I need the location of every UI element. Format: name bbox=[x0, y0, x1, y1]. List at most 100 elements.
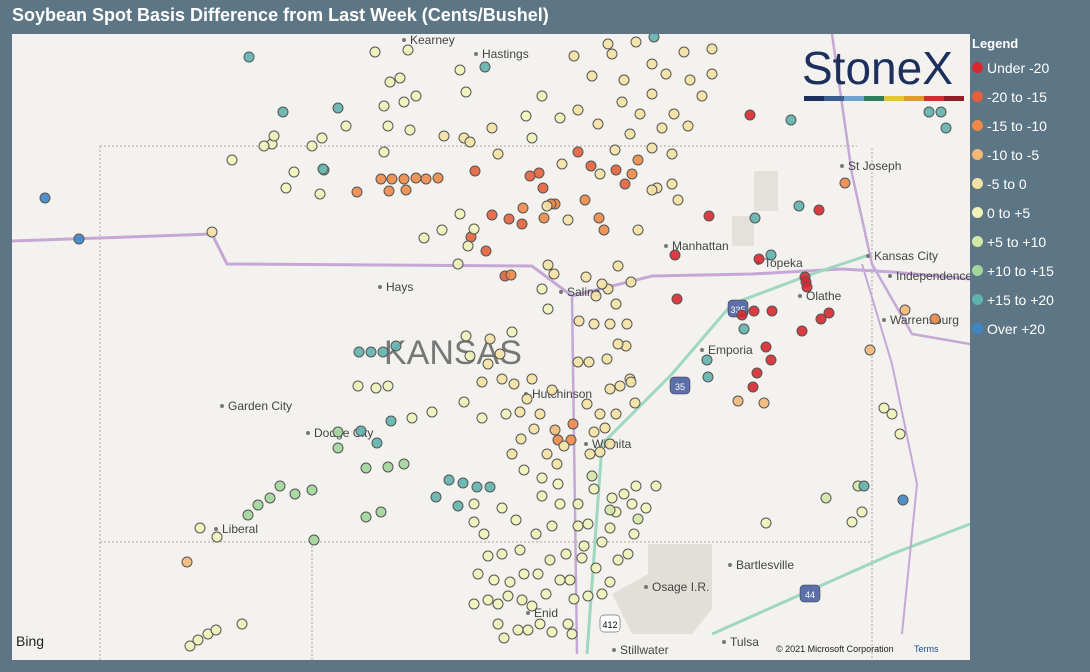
location-marker bbox=[277, 106, 289, 118]
legend-label: -5 to 0 bbox=[987, 175, 1027, 192]
location-marker bbox=[236, 618, 248, 630]
legend-label: +5 to +10 bbox=[987, 233, 1047, 250]
location-marker bbox=[629, 397, 641, 409]
legend-item[interactable]: +15 to +20 bbox=[972, 285, 1054, 314]
location-marker bbox=[369, 46, 381, 58]
location-marker bbox=[512, 624, 524, 636]
location-marker bbox=[566, 628, 578, 640]
location-marker bbox=[703, 210, 715, 222]
location-marker bbox=[864, 344, 876, 356]
location-marker bbox=[706, 68, 718, 80]
location-marker bbox=[478, 528, 490, 540]
location-marker bbox=[793, 200, 805, 212]
location-marker bbox=[579, 194, 591, 206]
legend-item[interactable]: 0 to +5 bbox=[972, 198, 1054, 227]
location-marker bbox=[308, 534, 320, 546]
location-marker bbox=[751, 367, 763, 379]
location-marker bbox=[666, 178, 678, 190]
location-marker bbox=[668, 108, 680, 120]
location-marker bbox=[454, 208, 466, 220]
location-marker bbox=[332, 102, 344, 114]
legend-item[interactable]: -20 to -15 bbox=[972, 82, 1054, 111]
location-marker bbox=[289, 488, 301, 500]
location-marker bbox=[706, 43, 718, 55]
location-marker bbox=[596, 278, 608, 290]
location-marker bbox=[586, 70, 598, 82]
place-marker bbox=[474, 52, 478, 56]
location-marker bbox=[846, 516, 858, 528]
location-marker bbox=[572, 498, 584, 510]
logo-bar bbox=[944, 96, 964, 101]
location-marker bbox=[472, 568, 484, 580]
location-marker bbox=[514, 406, 526, 418]
legend-item[interactable]: -5 to 0 bbox=[972, 169, 1054, 198]
location-marker bbox=[923, 106, 935, 118]
place-marker bbox=[722, 640, 726, 644]
location-marker bbox=[418, 232, 430, 244]
shield-label: 44 bbox=[805, 590, 815, 600]
legend-item[interactable]: Over +20 bbox=[972, 314, 1054, 343]
location-marker bbox=[594, 446, 606, 458]
location-marker bbox=[482, 594, 494, 606]
location-marker bbox=[640, 502, 652, 514]
location-marker bbox=[526, 373, 538, 385]
legend-label: +10 to +15 bbox=[987, 262, 1054, 279]
location-marker bbox=[484, 481, 496, 493]
location-marker bbox=[502, 590, 514, 602]
location-marker bbox=[378, 100, 390, 112]
location-marker bbox=[612, 260, 624, 272]
legend-item[interactable]: -10 to -5 bbox=[972, 140, 1054, 169]
location-marker bbox=[604, 576, 616, 588]
location-marker bbox=[528, 423, 540, 435]
location-marker bbox=[460, 330, 472, 342]
location-marker bbox=[582, 590, 594, 602]
location-marker bbox=[500, 408, 512, 420]
location-marker bbox=[599, 422, 611, 434]
location-marker bbox=[554, 574, 566, 586]
location-marker bbox=[940, 122, 952, 134]
location-marker bbox=[625, 376, 637, 388]
location-marker bbox=[556, 158, 568, 170]
location-marker bbox=[377, 346, 389, 358]
location-marker bbox=[464, 136, 476, 148]
location-marker bbox=[929, 313, 941, 325]
location-marker bbox=[314, 188, 326, 200]
legend-item[interactable]: -15 to -10 bbox=[972, 111, 1054, 140]
location-marker bbox=[468, 598, 480, 610]
place-marker bbox=[584, 442, 588, 446]
place-label: Olathe bbox=[806, 289, 842, 303]
logo-bar bbox=[864, 96, 884, 101]
place-label: Hastings bbox=[482, 47, 529, 61]
location-marker bbox=[696, 90, 708, 102]
place-label: Independence bbox=[896, 269, 970, 283]
legend-item[interactable]: Under -20 bbox=[972, 53, 1054, 82]
location-marker bbox=[646, 142, 658, 154]
place-label: Stillwater bbox=[620, 643, 669, 657]
location-marker bbox=[206, 226, 218, 238]
shield-label: 35 bbox=[675, 382, 685, 392]
terms[interactable]: Terms bbox=[914, 644, 939, 654]
location-marker bbox=[646, 184, 658, 196]
location-marker bbox=[552, 478, 564, 490]
legend-swatch bbox=[972, 323, 983, 334]
location-marker bbox=[858, 480, 870, 492]
location-marker bbox=[384, 76, 396, 88]
location-marker bbox=[671, 293, 683, 305]
place-label: Manhattan bbox=[672, 239, 729, 253]
location-marker bbox=[581, 398, 593, 410]
location-marker bbox=[517, 202, 529, 214]
location-marker bbox=[452, 500, 464, 512]
legend-swatch bbox=[972, 149, 983, 160]
location-marker bbox=[398, 458, 410, 470]
legend-swatch bbox=[972, 207, 983, 218]
place-label: Hays bbox=[386, 280, 413, 294]
location-marker bbox=[537, 182, 549, 194]
legend-item[interactable]: +10 to +15 bbox=[972, 256, 1054, 285]
location-marker bbox=[748, 305, 760, 317]
location-marker bbox=[815, 313, 827, 325]
location-marker bbox=[252, 499, 264, 511]
legend-item[interactable]: +5 to +10 bbox=[972, 227, 1054, 256]
location-marker bbox=[650, 480, 662, 492]
place-marker bbox=[866, 254, 870, 258]
location-marker bbox=[618, 488, 630, 500]
